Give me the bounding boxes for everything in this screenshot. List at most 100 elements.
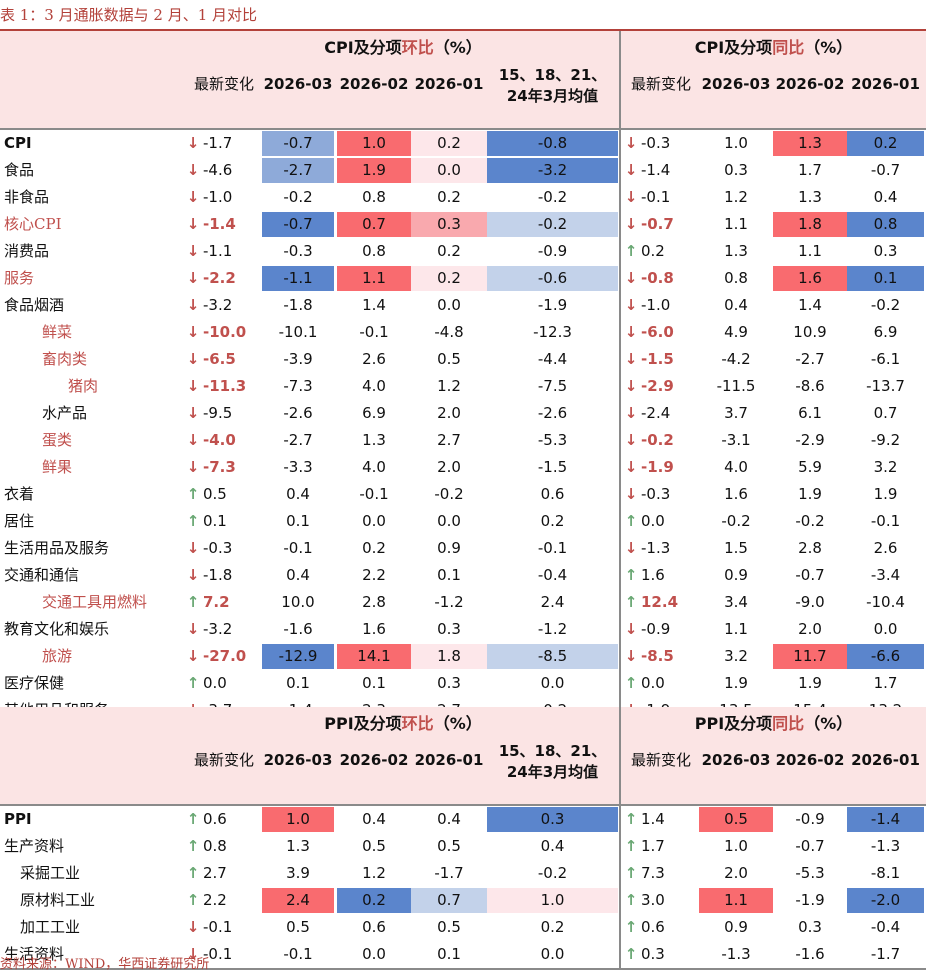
mom-change: ↓ -1.4 <box>186 211 236 238</box>
mom-value-cell: -1.8 <box>283 296 313 314</box>
ppi-mom-title: PPI及分项环比（%） <box>188 713 618 735</box>
cpi-row-name: 交通和通信 <box>4 566 80 584</box>
mom-change: ↑ 0.8 <box>186 833 227 860</box>
mom-value-cell: 0.3 <box>411 212 487 237</box>
yoy-value-cell: 2.6 <box>873 539 898 557</box>
yoy-value-cell: -0.1 <box>870 512 901 530</box>
mom-value-cell: -0.1 <box>359 485 389 503</box>
yoy-change: ↓ -1.0 <box>624 292 671 319</box>
mom-value-cell: 6.9 <box>362 404 386 422</box>
mom-change-value: -10.0 <box>203 323 247 341</box>
yoy-change: ↑ 12.4 <box>624 589 678 616</box>
yoy-value-cell: -11.5 <box>716 377 756 395</box>
mom-value-cell: 0.2 <box>362 539 386 557</box>
mom-value-cell: 0.4 <box>362 810 386 828</box>
arrow-down-icon: ↓ <box>624 296 638 314</box>
yoy-value-cell: 1.8 <box>773 212 847 237</box>
yoy-change-value: 0.2 <box>641 242 665 260</box>
cpi-row: 居住 ↑ 0.1 0.1 0.0 0.0 0.2 ↑ 0.0 -0.2 -0.2 -0.1 <box>0 508 926 535</box>
ppi-yoy-col-header: 最新变化 <box>630 751 691 769</box>
mom-change: ↓ -0.3 <box>186 535 233 562</box>
yoy-value-cell: 1.3 <box>773 131 847 156</box>
mom-value-cell: 0.9 <box>437 539 461 557</box>
cpi-row-name: 生活用品及服务 <box>4 539 110 557</box>
mom-value-cell: 0.1 <box>437 566 461 584</box>
mom-change-value: -1.7 <box>203 134 233 152</box>
mom-change-value: -1.1 <box>203 242 233 260</box>
mom-value-cell: 2.8 <box>362 593 386 611</box>
arrow-up-icon: ↑ <box>624 918 638 936</box>
yoy-value-cell: 1.7 <box>798 161 822 179</box>
yoy-value-cell: -0.7 <box>795 566 825 584</box>
ppi-row: 生产资料 ↑ 0.8 1.3 0.5 0.5 0.4 ↑ 1.7 1.0 -0.7 -1.3 <box>0 833 926 860</box>
mom-value-cell: 0.4 <box>540 837 565 855</box>
mom-change: ↓ -0.1 <box>186 941 233 968</box>
yoy-value-cell: -1.9 <box>795 891 825 909</box>
arrow-up-icon: ↑ <box>624 837 638 855</box>
yoy-change-value: 3.0 <box>641 891 665 909</box>
mom-value-cell: -7.3 <box>283 377 313 395</box>
yoy-change-value: -0.3 <box>641 134 671 152</box>
mom-change: ↓ -1.1 <box>186 238 233 265</box>
cpi-yoy-title-part: CPI及分项 <box>694 38 773 57</box>
arrow-down-icon: ↓ <box>624 350 638 368</box>
mom-value-cell: 0.2 <box>337 888 411 913</box>
arrow-down-icon: ↓ <box>186 242 200 260</box>
mom-value-cell: 0.2 <box>540 918 565 936</box>
mom-value-cell: -0.1 <box>283 539 313 557</box>
cpi-row-name: 食品烟酒 <box>4 296 65 314</box>
yoy-change-value: -1.3 <box>641 539 671 557</box>
mom-value-cell: 0.3 <box>487 807 618 832</box>
cpi-row: 服务 ↓ -2.2 -1.1 1.1 0.2 -0.6 ↓ -0.8 0.8 1.6 0.1 <box>0 265 926 292</box>
cpi-mom-title-part: 环比 <box>401 38 434 57</box>
arrow-down-icon: ↓ <box>186 323 200 341</box>
mom-change-value: -0.1 <box>203 945 233 963</box>
yoy-change-value: 1.6 <box>641 566 665 584</box>
yoy-value-cell: 1.5 <box>724 539 748 557</box>
mom-value-cell: 0.0 <box>362 512 386 530</box>
arrow-down-icon: ↓ <box>186 620 200 638</box>
ppi-header-divider <box>0 804 926 806</box>
arrow-down-icon: ↓ <box>624 647 638 665</box>
arrow-down-icon: ↓ <box>624 485 638 503</box>
mom-value-cell: 0.8 <box>362 242 386 260</box>
mom-value-cell: 0.6 <box>540 485 565 503</box>
yoy-change: ↑ 1.6 <box>624 562 665 589</box>
table-title: 表 1：3 月通胀数据与 2 月、1 月对比 <box>0 6 258 24</box>
yoy-value-cell: -0.4 <box>870 918 901 936</box>
cpi-row: CPI ↓ -1.7 -0.7 1.0 0.2 -0.8 ↓ -0.3 1.0 1.3 0.2 <box>0 130 926 157</box>
mom-value-cell: 0.4 <box>286 485 310 503</box>
mom-value-cell: 0.0 <box>411 158 487 183</box>
arrow-down-icon: ↓ <box>624 458 638 476</box>
yoy-value-cell: -13.7 <box>866 377 905 395</box>
ppi-mom-col-header: 2026-03 <box>263 751 333 769</box>
mom-value-cell: 2.4 <box>540 593 565 611</box>
yoy-change: ↓ -2.4 <box>624 400 671 427</box>
cpi-yoy-title: CPI及分项同比（%） <box>621 37 926 59</box>
yoy-value-cell: 11.7 <box>773 644 847 669</box>
cpi-row: 水产品 ↓ -9.5 -2.6 6.9 2.0 -2.6 ↓ -2.4 3.7 6.1 0.7 <box>0 400 926 427</box>
mom-change: ↓ -3.2 <box>186 292 233 319</box>
yoy-change: ↑ 0.0 <box>624 670 665 697</box>
yoy-value-cell: 1.6 <box>724 485 748 503</box>
arrow-up-icon: ↑ <box>186 810 200 828</box>
mom-change: ↑ 0.5 <box>186 481 227 508</box>
yoy-value-cell: 1.0 <box>724 837 748 855</box>
ppi-yoy-title: PPI及分项同比（%） <box>621 713 926 735</box>
yoy-value-cell: 1.9 <box>798 674 822 692</box>
cpi-row: 消费品 ↓ -1.1 -0.3 0.8 0.2 -0.9 ↑ 0.2 1.3 1.1 0.3 <box>0 238 926 265</box>
mom-change: ↓ -6.5 <box>186 346 236 373</box>
title-underline <box>0 29 926 31</box>
mom-value-cell: -0.7 <box>262 131 334 156</box>
arrow-up-icon: ↑ <box>186 864 200 882</box>
cpi-row: 蛋类 ↓ -4.0 -2.7 1.3 2.7 -5.3 ↓ -0.2 -3.1 -2.9 -9.2 <box>0 427 926 454</box>
yoy-value-cell: 1.9 <box>798 485 822 503</box>
mom-value-cell: -0.1 <box>359 323 389 341</box>
yoy-value-cell: -0.9 <box>795 810 825 828</box>
arrow-up-icon: ↑ <box>186 593 200 611</box>
ppi-yoy-col-header: 2026-03 <box>701 751 771 769</box>
yoy-change-value: 0.0 <box>641 512 665 530</box>
arrow-down-icon: ↓ <box>186 404 200 422</box>
mom-value-cell: -0.7 <box>262 212 334 237</box>
mom-value-cell: -7.5 <box>537 377 568 395</box>
